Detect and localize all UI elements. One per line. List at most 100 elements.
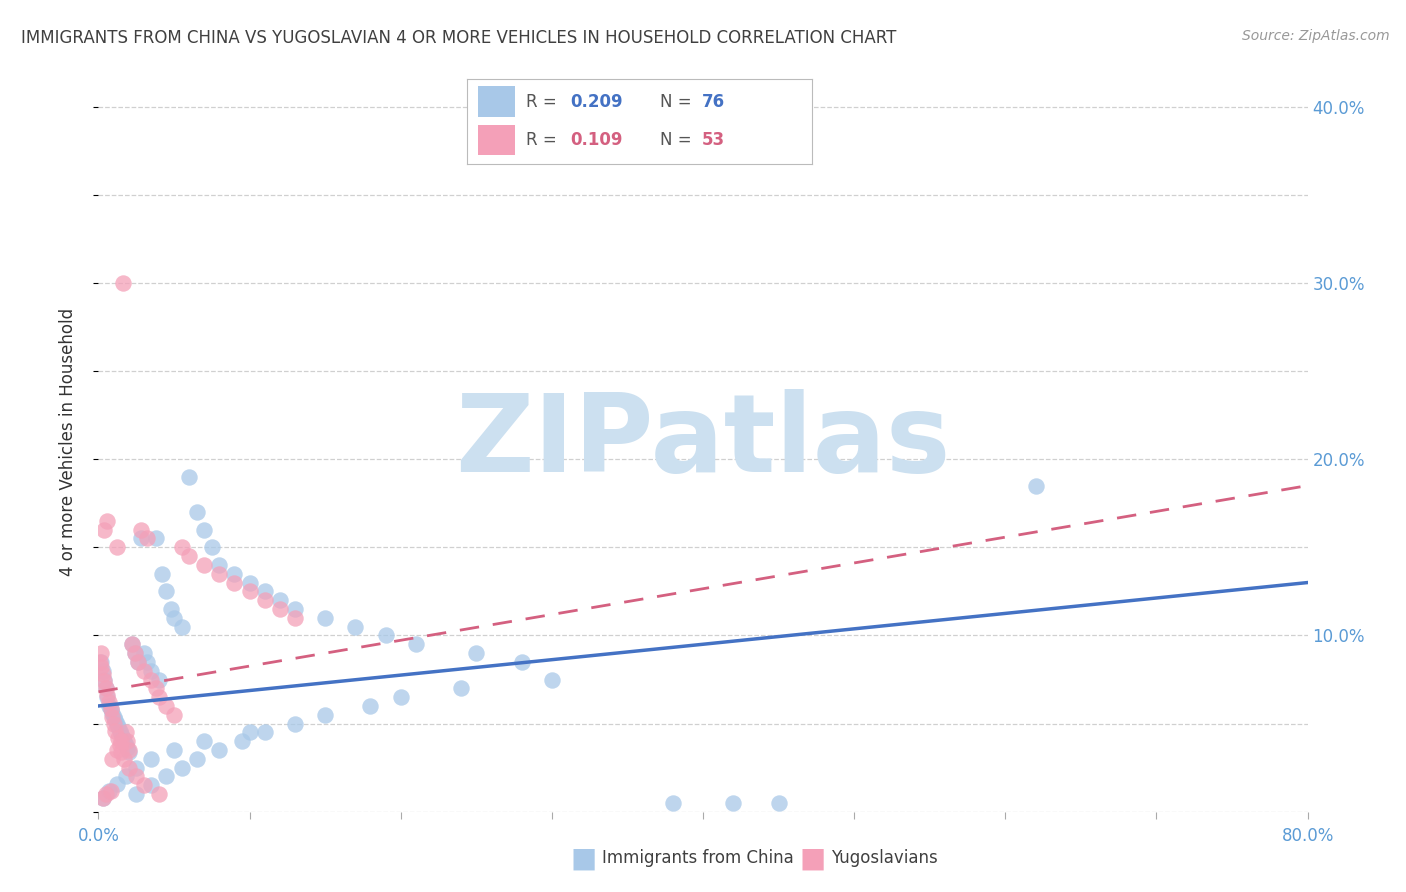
Point [510, 655, 533, 669]
Point [723, 796, 745, 810]
Point [360, 698, 382, 713]
Point [155, 698, 177, 713]
Point [269, 602, 291, 616]
Point [239, 584, 262, 599]
Point [465, 646, 488, 660]
Point [193, 523, 215, 537]
Text: ■: ■ [571, 844, 596, 872]
Point [141, 752, 163, 766]
Point [127, 655, 149, 669]
Point [93, 673, 115, 687]
Point [96, 690, 118, 705]
Point [125, 761, 148, 775]
Point [111, 731, 134, 745]
Point [179, 470, 201, 484]
Point [135, 532, 157, 546]
Point [115, 734, 138, 748]
Point [450, 681, 472, 696]
Point [163, 743, 186, 757]
Point [269, 593, 291, 607]
Point [374, 628, 396, 642]
Point [118, 743, 141, 757]
Point [231, 734, 253, 748]
Point [90, 646, 112, 660]
Point [344, 619, 367, 633]
Point [141, 778, 163, 792]
Text: IMMIGRANTS FROM CHINA VS YUGOSLAVIAN 4 OR MORE VEHICLES IN HOUSEHOLD CORRELATION: IMMIGRANTS FROM CHINA VS YUGOSLAVIAN 4 O… [21, 29, 897, 46]
Point [141, 664, 163, 678]
Point [110, 745, 132, 759]
Point [115, 741, 138, 756]
Point [100, 702, 122, 716]
Point [135, 655, 157, 669]
Point [163, 611, 186, 625]
Point [141, 673, 163, 687]
Point [239, 725, 262, 739]
Point [124, 646, 146, 660]
Point [101, 709, 124, 723]
Point [101, 706, 124, 720]
Point [253, 593, 276, 607]
Point [121, 637, 143, 651]
Point [110, 727, 132, 741]
Point [110, 734, 132, 748]
Point [91, 790, 114, 805]
Point [118, 745, 141, 759]
Point [150, 566, 173, 581]
Point [96, 689, 118, 703]
Point [108, 738, 131, 752]
Point [163, 707, 186, 722]
Point [389, 690, 412, 705]
Point [112, 734, 135, 748]
Point [224, 575, 246, 590]
Point [100, 783, 122, 797]
Point [148, 787, 170, 801]
Point [96, 514, 118, 528]
Text: Immigrants from China: Immigrants from China [602, 849, 793, 867]
Point [155, 584, 177, 599]
Point [314, 707, 336, 722]
Text: ■: ■ [800, 844, 825, 872]
Point [132, 646, 155, 660]
Point [107, 720, 129, 734]
Point [104, 723, 127, 738]
Point [91, 790, 114, 805]
Point [129, 523, 152, 537]
Point [98, 783, 121, 797]
Point [104, 713, 127, 727]
Point [94, 681, 117, 696]
Point [208, 558, 231, 572]
Point [100, 702, 122, 716]
Point [118, 761, 141, 775]
Point [125, 787, 148, 801]
Point [224, 566, 246, 581]
Point [98, 698, 121, 713]
Text: ZIPatlas: ZIPatlas [456, 389, 950, 494]
Point [132, 778, 155, 792]
Point [148, 690, 170, 705]
Y-axis label: 4 or more Vehicles in Household: 4 or more Vehicles in Household [59, 308, 77, 575]
Point [89, 655, 111, 669]
Point [105, 776, 128, 790]
Point [94, 681, 117, 696]
Point [114, 769, 136, 783]
Point [201, 541, 224, 555]
Point [105, 743, 128, 757]
Point [112, 752, 135, 766]
Point [540, 673, 562, 687]
Point [129, 532, 152, 546]
Point [208, 743, 231, 757]
Point [179, 549, 201, 563]
Point [93, 674, 115, 689]
Point [93, 523, 115, 537]
Point [239, 575, 262, 590]
Point [170, 619, 193, 633]
Point [208, 566, 231, 581]
Point [107, 731, 129, 745]
Point [121, 637, 143, 651]
Point [91, 667, 114, 681]
Point [661, 796, 683, 810]
Point [101, 752, 124, 766]
Point [90, 655, 112, 669]
Point [108, 723, 131, 738]
